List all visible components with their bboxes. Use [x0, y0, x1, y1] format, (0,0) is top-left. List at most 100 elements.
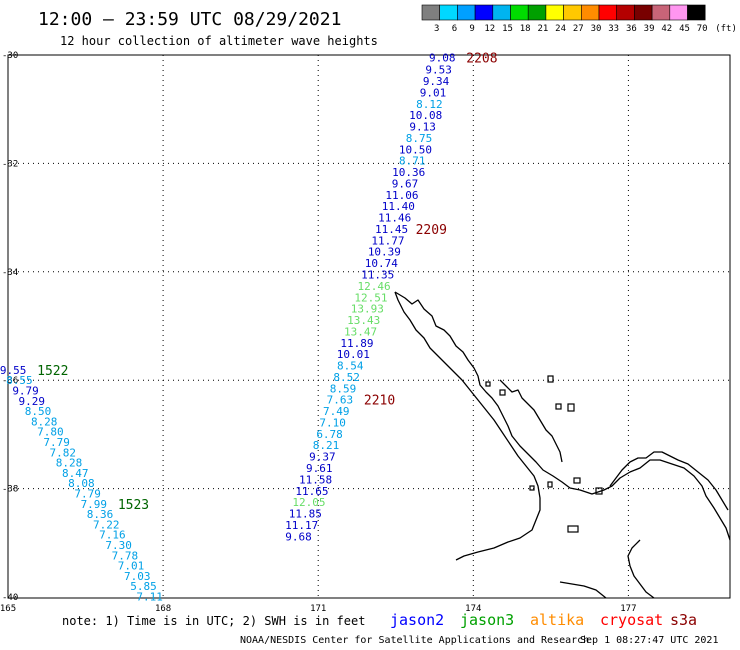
satellite-cryosat: cryosat [600, 611, 663, 629]
track-1522: 9.558.559.799.298.508.287.807.797.828.28… [0, 364, 101, 501]
swh-value: 7.99 [81, 498, 108, 511]
legend-swatch [687, 4, 706, 21]
legend-label: 42 [661, 24, 672, 34]
legend-swatch [669, 4, 688, 21]
altimeter-tracks: 9.089.539.349.018.1210.089.138.7510.508.… [0, 52, 498, 604]
legend-label: 12 [484, 24, 495, 34]
islands [485, 375, 603, 533]
legend-swatch [457, 4, 476, 21]
legend-label: 9 [469, 24, 474, 34]
pass-time-label: 1523 [118, 498, 149, 513]
longitude-label: 174 [465, 604, 481, 614]
swh-value: 11.35 [361, 269, 394, 282]
island [555, 403, 562, 410]
legend-label: 18 [520, 24, 531, 34]
north-island-coast [394, 291, 731, 541]
note-text: note: 1) Time is in UTC; 2) SWH is in fe… [62, 614, 365, 628]
track-2208: 9.089.539.349.018.1210.089.138.7510.508.… [378, 52, 497, 225]
island [499, 389, 506, 396]
legend-swatch [421, 4, 441, 21]
legend-label: 36 [626, 24, 637, 34]
latitude-label: -32 [2, 159, 18, 169]
track-2209: 11.4511.7710.3910.7411.3512.4612.5113.93… [330, 223, 447, 395]
coromandel-coast [499, 379, 563, 463]
swh-value: 7.22 [93, 518, 120, 531]
legend-swatch [598, 4, 618, 21]
island [547, 375, 554, 383]
swh-value: 7.49 [323, 405, 350, 418]
swh-value: 9.01 [420, 86, 447, 99]
swh-value: 13.43 [347, 314, 380, 327]
swh-value: 8.36 [87, 508, 114, 521]
swh-value: 10.39 [368, 246, 401, 259]
legend-swatch [510, 4, 529, 21]
west-coast [394, 291, 541, 561]
swh-value: 7.01 [118, 560, 145, 573]
swh-value: 11.46 [378, 212, 411, 225]
taranaki-coast [559, 581, 607, 599]
island [567, 525, 579, 533]
legend-swatch [634, 4, 653, 21]
legend-swatch [563, 4, 582, 21]
island [595, 487, 603, 495]
coastline-new-zealand [394, 291, 731, 599]
swh-value: 8.28 [31, 415, 58, 428]
island [485, 381, 491, 387]
swh-value: 10.50 [399, 143, 432, 156]
swh-value: 9.29 [19, 395, 46, 408]
swh-value: 7.30 [105, 539, 132, 552]
swh-value: 11.85 [289, 508, 322, 521]
swh-value: 9.13 [409, 121, 436, 134]
swh-value: 11.45 [375, 223, 408, 236]
swh-value: 13.93 [351, 303, 384, 316]
satellite-jason3: jason3 [460, 611, 514, 629]
page-subtitle: 12 hour collection of altimeter wave hei… [60, 34, 378, 48]
swh-value: 9.55 [0, 364, 26, 377]
swh-value: 10.36 [392, 166, 425, 179]
swh-value: 9.08 [429, 52, 456, 65]
swh-value: 9.61 [306, 462, 333, 475]
latitude-label: -38 [2, 485, 18, 495]
legend-label: 33 [608, 24, 619, 34]
credit-org: NOAA/NESDIS Center for Satellite Applica… [240, 635, 589, 646]
page-title: 12:00 – 23:59 UTC 08/29/2021 [38, 9, 341, 30]
pass-time-label: 2208 [466, 52, 497, 67]
swh-value: 8.75 [406, 132, 433, 145]
legend-swatch [527, 4, 547, 21]
pass-time-label: 2210 [364, 394, 395, 409]
swh-value: 11.06 [385, 189, 418, 202]
legend-label: 21 [537, 24, 548, 34]
legend-label: 6 [452, 24, 457, 34]
swh-value: 9.79 [12, 384, 39, 397]
legend-label: 27 [573, 24, 584, 34]
swh-value: 7.11 [136, 590, 163, 603]
latitude-labels: -30 -32 -34 -36 -38 -40 [2, 51, 18, 603]
swh-value: 12.05 [292, 496, 325, 509]
swh-value: 7.79 [43, 436, 70, 449]
swh-value: 11.58 [299, 473, 332, 486]
hawkes-bay-coast [627, 539, 655, 599]
swh-value: 10.08 [409, 109, 442, 122]
east-cape-coast [609, 451, 729, 511]
longitude-label: 165 [0, 604, 16, 614]
longitude-label: 171 [310, 604, 326, 614]
legend-swatch [474, 4, 494, 21]
swh-value: 6.78 [316, 428, 343, 441]
swh-value: 5.85 [130, 580, 157, 593]
swh-value: 8.47 [62, 467, 89, 480]
legend-label: 24 [555, 24, 566, 34]
island [573, 477, 581, 484]
swh-value: 8.71 [399, 155, 426, 168]
legend-swatch [492, 4, 511, 21]
swh-value: 10.74 [365, 257, 398, 270]
swh-value: 9.34 [423, 75, 450, 88]
pass-time-label: 2209 [416, 223, 447, 238]
track-2210: 7.637.497.106.788.219.379.6111.5811.6512… [285, 394, 395, 544]
latitude-label: -30 [2, 51, 18, 61]
legend-label: 15 [502, 24, 513, 34]
swh-value: 11.17 [285, 519, 318, 532]
legend-label: 3 [434, 24, 439, 34]
credit-timestamp: Sep 1 08:27:47 UTC 2021 [580, 635, 718, 646]
legend-swatch [545, 4, 564, 21]
